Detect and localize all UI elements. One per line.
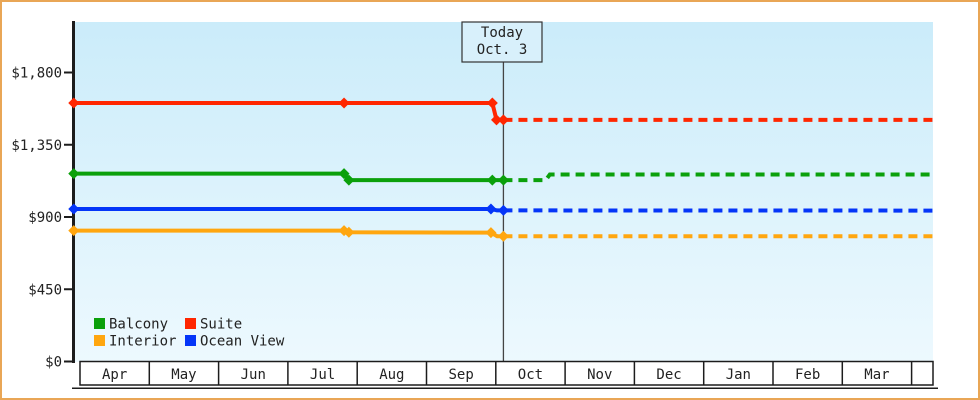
y-axis-tick-label: $1,350	[11, 138, 62, 154]
month-label-mar: Mar	[864, 367, 889, 383]
series-marker	[68, 203, 80, 215]
series-suite	[68, 97, 934, 126]
series-marker	[68, 168, 80, 180]
month-label-may: May	[171, 367, 196, 383]
series-marker	[68, 97, 80, 109]
month-label-aug: Aug	[379, 367, 404, 383]
month-label-apr: Apr	[102, 367, 127, 383]
today-label-line2: Oct. 3	[477, 42, 528, 58]
series-ocean-view	[68, 203, 934, 216]
legend-item-ocean-view: Ocean View	[185, 334, 285, 350]
legend-label: Balcony	[109, 317, 168, 333]
legend-swatch-ocean-view	[185, 335, 196, 346]
legend-swatch-interior	[94, 335, 105, 346]
month-label-dec: Dec	[656, 367, 681, 383]
month-label-jan: Jan	[726, 367, 751, 383]
series-marker	[486, 97, 498, 109]
today-box	[461, 21, 543, 63]
month-label-oct: Oct	[518, 367, 543, 383]
month-label-nov: Nov	[587, 367, 612, 383]
month-label-feb: Feb	[795, 367, 820, 383]
month-label-jun: Jun	[241, 367, 266, 383]
month-label-jul: Jul	[310, 367, 335, 383]
series-balcony	[68, 168, 934, 186]
series-marker	[485, 203, 497, 215]
y-axis-tick-label: $0	[45, 355, 62, 371]
series-marker	[486, 174, 498, 186]
legend-swatch-suite	[185, 318, 196, 329]
legend-swatch-balcony	[94, 318, 105, 329]
today-annotation: Today Oct. 3	[461, 21, 543, 63]
series-marker	[68, 225, 80, 237]
series-marker	[497, 174, 509, 186]
series-marker	[497, 114, 509, 126]
x-axis-month-band-group: Apr May Jun Jul Aug Sep Oct Nov Dec Jan Feb Mar	[72, 360, 938, 389]
month-band	[79, 360, 934, 386]
series-marker	[343, 226, 355, 238]
legend-item-balcony: Balcony	[94, 317, 168, 333]
legend-label: Interior	[109, 334, 176, 350]
legend-item-interior: Interior	[94, 334, 176, 350]
legend-group: Balcony Suite Interior Ocean View	[94, 317, 285, 350]
legend-label: Suite	[200, 317, 242, 333]
y-axis-tick-label: $900	[28, 210, 62, 226]
series-marker	[490, 114, 502, 126]
today-label-line1: Today	[481, 25, 523, 41]
series-group	[68, 97, 934, 242]
y-axis-tick-label: $450	[28, 282, 62, 298]
y-axis-tick-label: $1,800	[11, 66, 62, 82]
series-marker	[338, 97, 350, 109]
series-marker	[497, 230, 509, 242]
series-marker	[485, 227, 497, 239]
series-line-dashed	[503, 172, 934, 183]
legend-label: Ocean View	[200, 334, 285, 350]
series-line-solid	[73, 206, 504, 213]
y-axis-group: $0 $450 $900 $1,350 $1,800	[11, 21, 75, 371]
series-interior	[68, 225, 934, 242]
series-marker	[338, 168, 350, 180]
month-label-sep: Sep	[449, 367, 474, 383]
series-marker	[497, 204, 509, 216]
legend-item-suite: Suite	[185, 317, 242, 333]
series-marker	[343, 174, 355, 186]
